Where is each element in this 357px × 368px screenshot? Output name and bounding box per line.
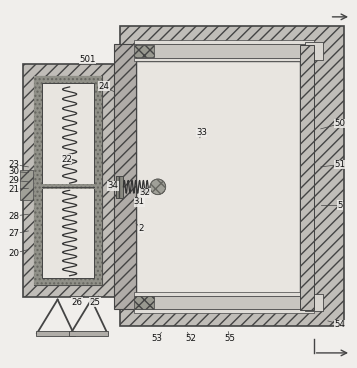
Bar	[35, 277, 102, 285]
Text: 28: 28	[9, 212, 20, 220]
Text: 55: 55	[225, 334, 236, 343]
Text: 501: 501	[80, 55, 96, 64]
Bar	[136, 61, 301, 294]
Bar	[134, 309, 314, 314]
Bar	[23, 64, 115, 297]
Text: 33: 33	[196, 128, 207, 137]
Bar	[69, 330, 109, 336]
Bar	[94, 75, 102, 285]
Bar	[134, 296, 314, 309]
Text: 21: 21	[9, 185, 20, 194]
Bar	[116, 176, 124, 198]
Bar	[134, 45, 314, 310]
Text: 50: 50	[335, 119, 346, 128]
Bar	[35, 277, 102, 285]
Bar	[134, 58, 314, 61]
Bar	[35, 75, 42, 285]
Circle shape	[150, 179, 166, 195]
Bar	[134, 40, 314, 44]
Bar	[120, 26, 344, 326]
Bar	[134, 44, 314, 58]
Text: 20: 20	[9, 249, 20, 258]
Bar	[35, 75, 102, 84]
Bar	[305, 294, 323, 311]
Text: 22: 22	[61, 155, 72, 164]
Bar	[114, 44, 136, 309]
Text: 5: 5	[338, 201, 343, 210]
Text: 29: 29	[9, 176, 20, 185]
Text: 51: 51	[335, 160, 346, 169]
Bar	[116, 176, 124, 198]
Bar	[35, 75, 102, 285]
Bar	[36, 330, 75, 336]
Text: 32: 32	[139, 188, 150, 197]
Bar	[35, 75, 42, 285]
Bar	[305, 42, 323, 60]
Bar	[134, 296, 154, 309]
Bar	[35, 75, 102, 84]
Bar	[42, 84, 94, 277]
Text: 30: 30	[9, 167, 20, 176]
Bar	[35, 184, 102, 189]
Text: 27: 27	[9, 229, 20, 238]
Text: 31: 31	[134, 197, 145, 206]
Bar	[301, 45, 314, 310]
Text: 34: 34	[107, 181, 118, 190]
Bar	[35, 76, 101, 284]
Bar	[20, 170, 33, 200]
Text: 53: 53	[152, 334, 163, 343]
Bar	[94, 75, 102, 285]
Bar	[134, 292, 314, 296]
Bar	[134, 45, 154, 57]
Text: 25: 25	[90, 298, 100, 307]
Bar	[35, 184, 102, 189]
Text: 23: 23	[9, 160, 20, 169]
Text: 26: 26	[72, 298, 83, 307]
Text: 52: 52	[185, 334, 196, 343]
Text: 54: 54	[335, 320, 346, 329]
Text: 24: 24	[98, 82, 109, 91]
Text: 2: 2	[139, 224, 144, 233]
